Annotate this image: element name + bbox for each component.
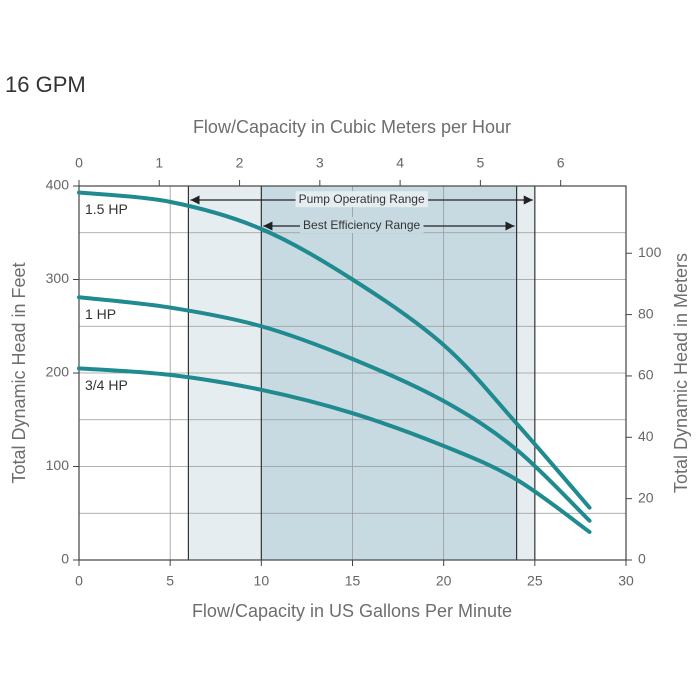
x-axis-title: Flow/Capacity in US Gallons Per Minute xyxy=(192,601,512,621)
pump-curve xyxy=(77,295,592,523)
x2-tick-label: 4 xyxy=(396,155,404,171)
y-axis-title: Total Dynamic Head in Feet xyxy=(9,262,29,483)
x-tick-label: 20 xyxy=(436,573,452,589)
range-label: Pump Operating Range xyxy=(299,192,425,206)
y-tick-label: 400 xyxy=(46,177,70,193)
x-tick-label: 25 xyxy=(527,573,543,589)
x2-tick-label: 3 xyxy=(316,155,324,171)
x2-tick-label: 0 xyxy=(75,155,83,171)
x2-tick-label: 2 xyxy=(236,155,244,171)
x2-tick-label: 6 xyxy=(557,155,565,171)
y2-tick-label: 0 xyxy=(638,551,646,567)
x-tick-label: 10 xyxy=(254,573,270,589)
y2-tick-label: 80 xyxy=(638,305,654,321)
curve-label-bg xyxy=(83,377,130,394)
x2-tick-label: 5 xyxy=(476,155,484,171)
x-tick-label: 15 xyxy=(345,573,361,589)
y2-tick-label: 60 xyxy=(638,367,654,383)
range-label: Best Efficiency Range xyxy=(303,218,421,232)
y-tick-label: 200 xyxy=(46,364,70,380)
page-title: 16 GPM xyxy=(5,72,86,97)
range-label-bg xyxy=(300,217,424,234)
curve-label-bg xyxy=(83,305,119,322)
y2-tick-label: 100 xyxy=(638,244,662,260)
curve-label: 3/4 HP xyxy=(85,377,128,393)
curve-label: 1 HP xyxy=(85,306,116,322)
y2-axis-title: Total Dynamic Head in Meters xyxy=(671,253,691,493)
range-label-bg xyxy=(295,191,428,208)
y2-tick-label: 20 xyxy=(638,489,654,505)
x-tick-label: 5 xyxy=(166,573,174,589)
y2-tick-label: 40 xyxy=(638,428,654,444)
y-tick-label: 300 xyxy=(46,270,70,286)
y-tick-label: 0 xyxy=(61,551,69,567)
y-tick-label: 100 xyxy=(46,457,70,473)
curve-label: 1.5 HP xyxy=(85,201,128,217)
x-tick-label: 30 xyxy=(618,573,634,589)
pump-curve xyxy=(77,190,592,510)
x2-tick-label: 1 xyxy=(155,155,163,171)
curve-label-bg xyxy=(83,201,130,218)
pump-curve xyxy=(77,366,592,534)
x-tick-label: 0 xyxy=(75,573,83,589)
x2-axis-title: Flow/Capacity in Cubic Meters per Hour xyxy=(193,117,511,137)
